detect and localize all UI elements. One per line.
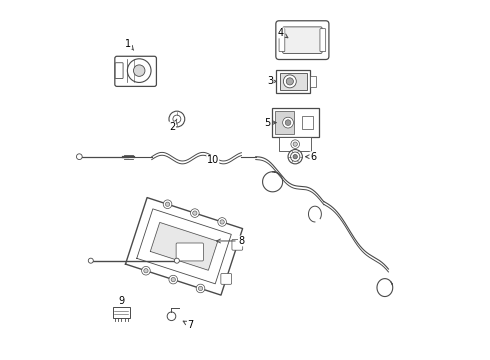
FancyBboxPatch shape <box>320 29 326 51</box>
Circle shape <box>166 202 170 206</box>
Circle shape <box>283 75 296 88</box>
Circle shape <box>169 111 185 127</box>
Text: 9: 9 <box>118 296 124 306</box>
Circle shape <box>127 59 151 82</box>
FancyBboxPatch shape <box>283 27 322 53</box>
Circle shape <box>283 117 294 128</box>
Circle shape <box>133 65 145 76</box>
Text: 3: 3 <box>267 76 276 86</box>
FancyBboxPatch shape <box>176 243 203 261</box>
FancyBboxPatch shape <box>276 21 329 59</box>
Circle shape <box>142 266 150 275</box>
Circle shape <box>88 258 93 263</box>
Bar <box>276 70 311 93</box>
Circle shape <box>163 200 172 208</box>
Circle shape <box>291 140 299 148</box>
Bar <box>279 137 311 150</box>
Circle shape <box>144 269 148 273</box>
Text: 6: 6 <box>306 152 316 162</box>
Text: 7: 7 <box>183 320 194 330</box>
Circle shape <box>198 286 203 291</box>
Circle shape <box>293 154 297 159</box>
Bar <box>113 307 130 319</box>
Circle shape <box>291 152 300 161</box>
Bar <box>280 73 307 90</box>
Circle shape <box>171 278 175 282</box>
Text: 8: 8 <box>217 236 245 246</box>
Bar <box>272 108 319 137</box>
Text: 2: 2 <box>170 119 177 132</box>
FancyBboxPatch shape <box>232 239 243 250</box>
Circle shape <box>191 209 199 217</box>
FancyBboxPatch shape <box>115 56 156 86</box>
Circle shape <box>76 154 82 159</box>
Circle shape <box>167 312 176 320</box>
Circle shape <box>174 258 179 263</box>
FancyBboxPatch shape <box>221 274 232 284</box>
FancyBboxPatch shape <box>279 29 285 51</box>
Text: 5: 5 <box>264 118 276 128</box>
Text: 4: 4 <box>278 28 288 38</box>
Circle shape <box>218 218 226 226</box>
Bar <box>310 76 316 87</box>
Bar <box>302 116 313 129</box>
Circle shape <box>173 115 181 123</box>
Circle shape <box>293 142 297 146</box>
Polygon shape <box>150 222 218 270</box>
Circle shape <box>220 220 224 224</box>
Bar <box>275 111 294 134</box>
Circle shape <box>288 149 302 164</box>
FancyBboxPatch shape <box>115 63 123 78</box>
Circle shape <box>286 78 294 85</box>
Circle shape <box>169 275 177 284</box>
Circle shape <box>285 120 291 126</box>
Circle shape <box>193 211 197 215</box>
Circle shape <box>196 284 205 293</box>
Text: 10: 10 <box>206 155 219 165</box>
Text: 1: 1 <box>125 39 134 50</box>
